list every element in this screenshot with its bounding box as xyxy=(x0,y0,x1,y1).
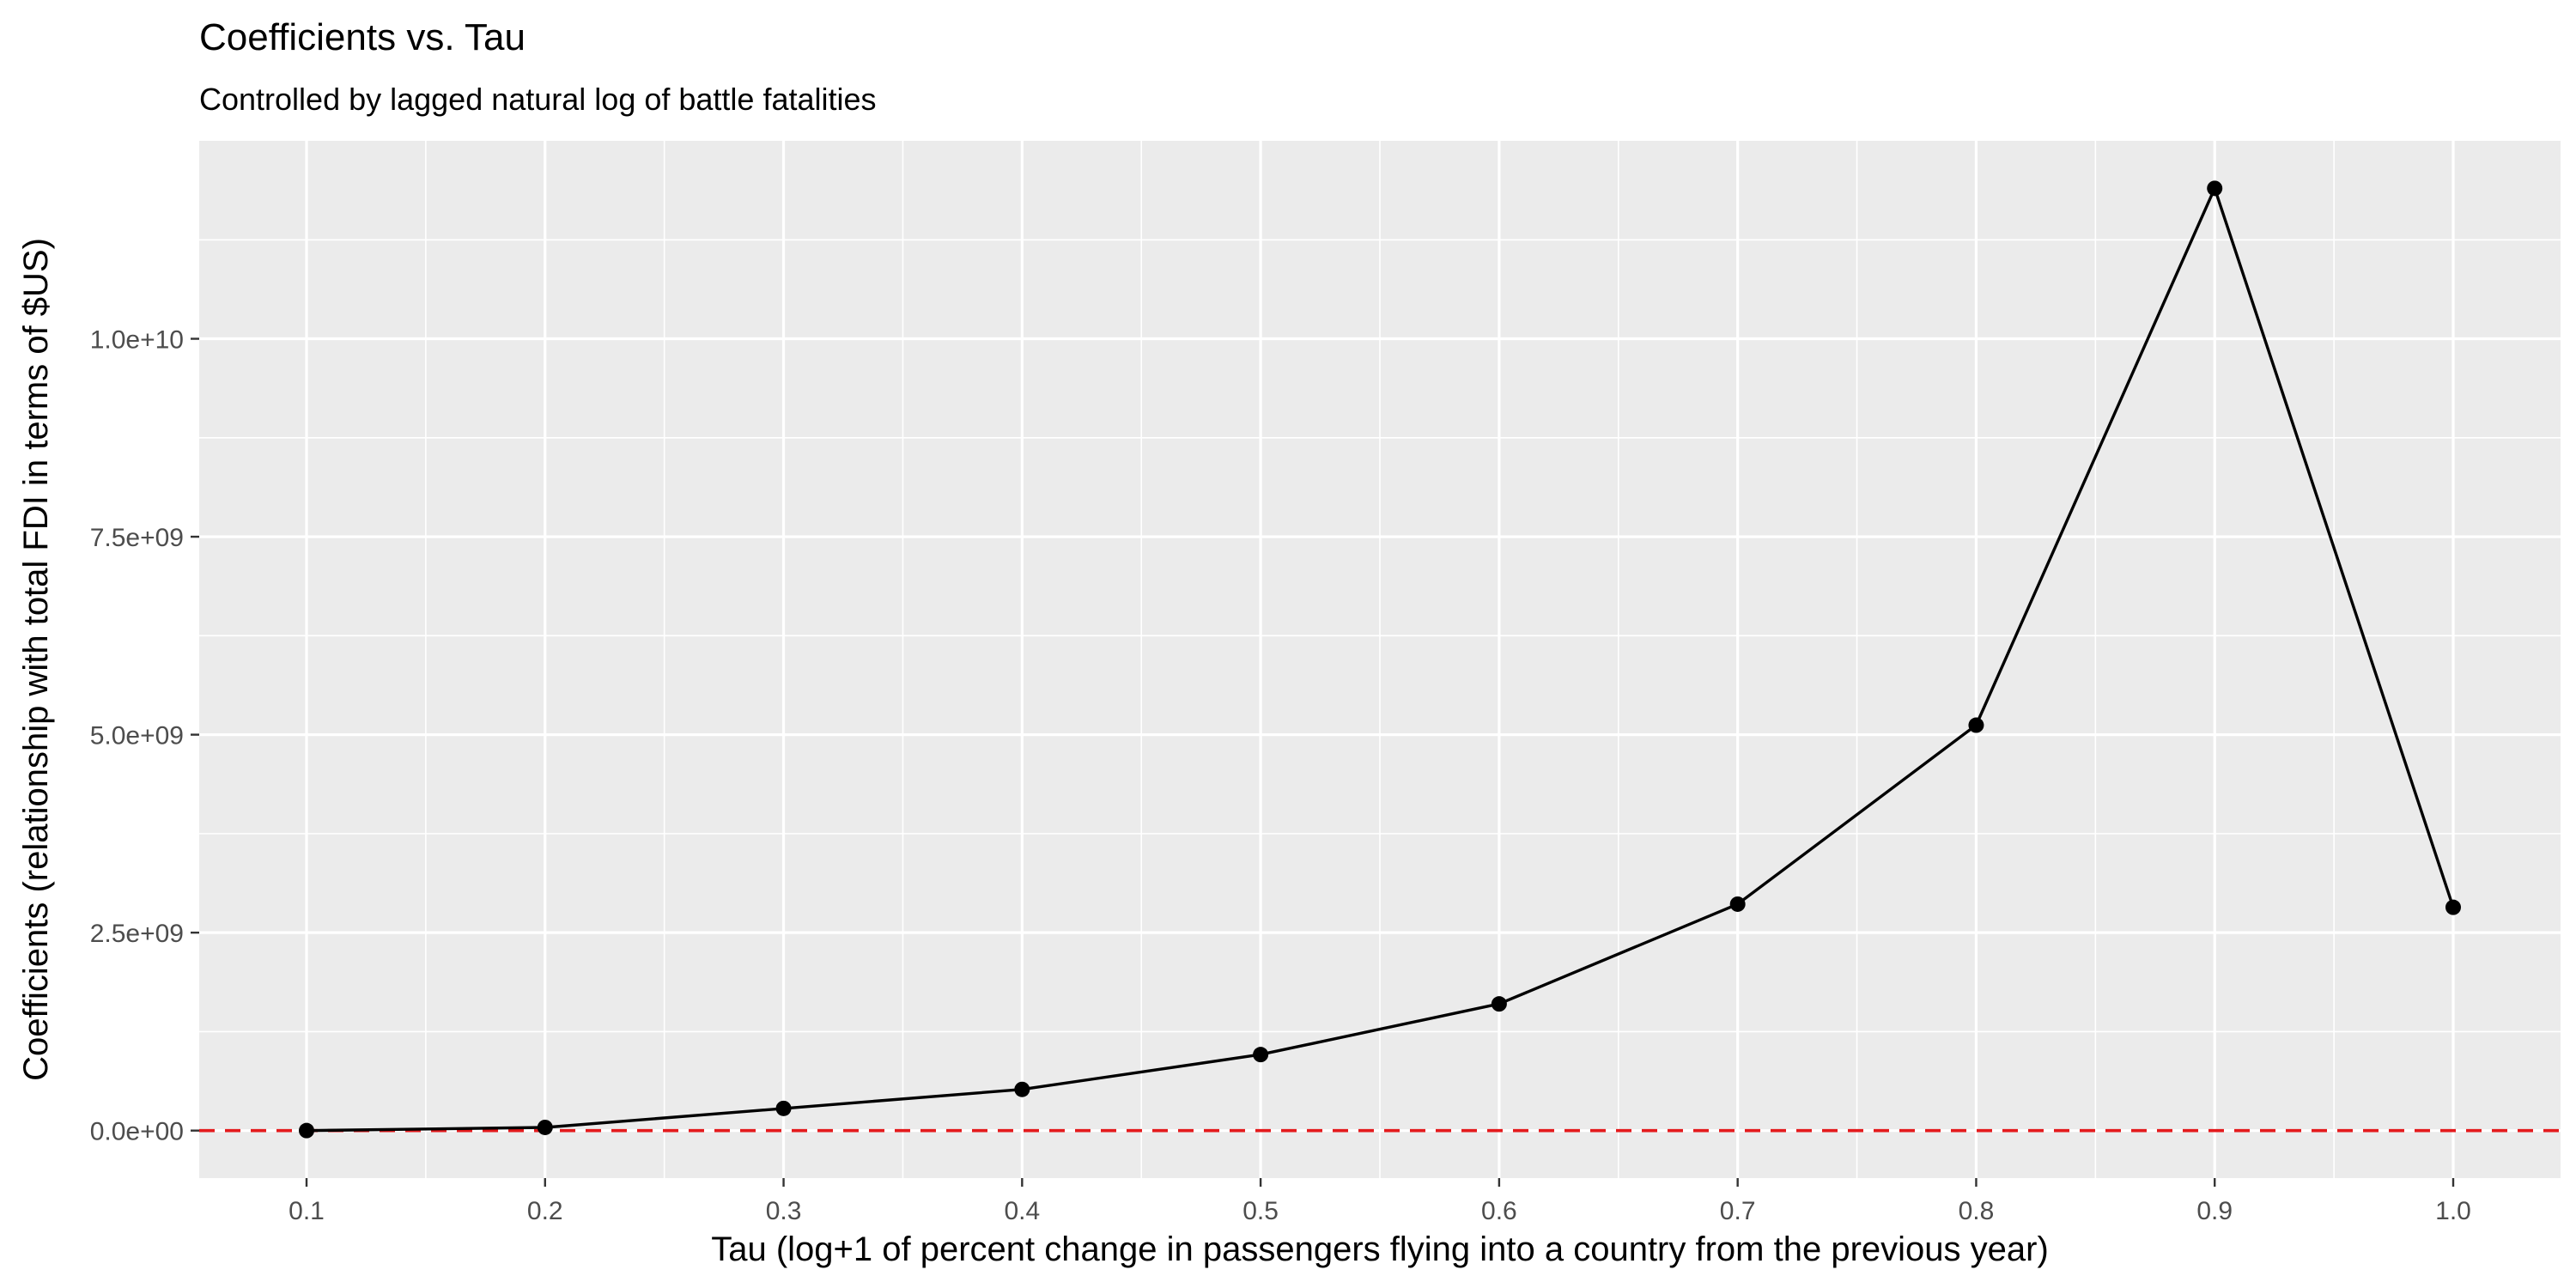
data-point xyxy=(1729,896,1746,912)
chart-title: Coefficients vs. Tau xyxy=(199,16,526,58)
x-tick-label: 0.3 xyxy=(766,1197,802,1225)
x-tick-label: 0.4 xyxy=(1004,1197,1040,1225)
y-tick-label: 0.0e+00 xyxy=(90,1118,184,1146)
minor-gridlines xyxy=(199,141,2561,1178)
x-tick-label: 0.2 xyxy=(527,1197,563,1225)
x-tick-label: 0.8 xyxy=(1959,1197,1995,1225)
x-tick-label: 0.9 xyxy=(2196,1197,2233,1225)
data-point xyxy=(1253,1047,1269,1063)
y-axis-title: Coefficients (relationship with total FD… xyxy=(17,238,55,1081)
data-point xyxy=(1014,1081,1030,1097)
data-point xyxy=(1491,996,1507,1012)
data-point xyxy=(775,1100,792,1116)
x-axis-ticks: 0.1 0.2 0.3 0.4 0.5 0.6 0.7 0.8 0.9 1.0 xyxy=(289,1178,2471,1225)
x-tick-label: 0.6 xyxy=(1481,1197,1517,1225)
y-tick-label: 1.0e+10 xyxy=(90,326,184,355)
data-point xyxy=(2445,899,2461,915)
x-tick-label: 0.5 xyxy=(1242,1197,1279,1225)
y-tick-label: 5.0e+09 xyxy=(90,722,184,750)
chart-subtitle: Controlled by lagged natural log of batt… xyxy=(199,82,877,117)
data-point xyxy=(1968,717,1984,733)
y-tick-label: 7.5e+09 xyxy=(90,524,184,552)
series-layer xyxy=(299,180,2461,1139)
x-axis-title: Tau (log+1 of percent change in passenge… xyxy=(711,1230,2049,1268)
x-tick-label: 1.0 xyxy=(2435,1197,2471,1225)
x-tick-label: 0.1 xyxy=(289,1197,325,1225)
x-tick-label: 0.7 xyxy=(1720,1197,1756,1225)
y-axis-ticks: 0.0e+00 2.5e+09 5.0e+09 7.5e+09 1.0e+10 xyxy=(90,326,199,1146)
data-point xyxy=(299,1122,314,1139)
data-point xyxy=(537,1119,553,1135)
data-point xyxy=(2207,180,2223,197)
y-tick-label: 2.5e+09 xyxy=(90,920,184,948)
coefficient-line xyxy=(306,186,2455,1133)
